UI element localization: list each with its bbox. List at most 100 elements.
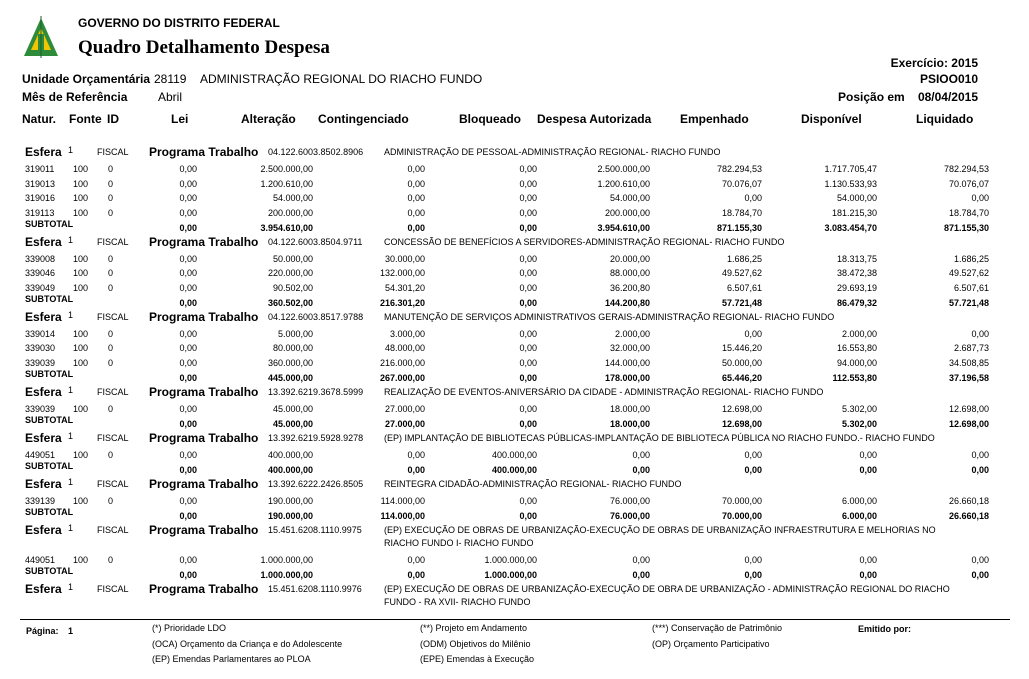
programa-code: 04.122.6003.8517.9788 [268, 311, 364, 322]
amount: 114.000,00 [380, 495, 425, 506]
amount: 0,00 [407, 164, 425, 174]
amount: 6.507,61 [953, 282, 989, 293]
subtotal-amount: 37.196,58 [948, 372, 989, 383]
id: 0 [108, 193, 114, 203]
subtotal-label: SUBTOTAL [25, 368, 74, 379]
amount: 32.000,00 [609, 343, 650, 353]
amount: 5.000,00 [277, 328, 313, 339]
amount: 0,00 [859, 554, 877, 565]
id: 0 [108, 357, 114, 368]
amount: 0,00 [407, 207, 425, 218]
subtotal-label: SUBTOTAL [25, 414, 74, 425]
subtotal-amount: 45.000,00 [272, 418, 313, 429]
amount: 34.508,85 [948, 357, 989, 368]
report-title: Quadro Detalhamento Despesa [78, 37, 330, 58]
fiscal: FISCAL [97, 236, 129, 247]
amount: 2.500.000,00 [260, 164, 313, 174]
subtotal-amount: 1.000.000,00 [484, 569, 537, 580]
amount: 0,00 [179, 164, 197, 174]
subtotal-amount: 57.721,48 [721, 297, 762, 308]
amount: 0,00 [744, 328, 762, 339]
subtotal-amount: 65.446,20 [721, 372, 762, 383]
amount: 54.000,00 [272, 193, 313, 203]
subtotal-amount: 190.000,00 [267, 510, 313, 521]
amount: 18.313,75 [836, 253, 877, 264]
esfera-label: Esfera [25, 476, 62, 491]
subtotal-amount: 0,00 [179, 418, 197, 429]
subtotal-amount: 0,00 [407, 222, 425, 233]
amount: 0,00 [519, 253, 537, 264]
subtotal-amount: 0,00 [859, 464, 877, 475]
subtotal-amount: 0,00 [744, 464, 762, 475]
amount: 15.446,20 [721, 343, 762, 353]
subtotal-amount: 871.155,30 [943, 222, 989, 233]
subtotal-amount: 114.000,00 [380, 510, 425, 521]
amount: 200.000,00 [267, 207, 313, 218]
programa-label: Programa Trabalho [149, 234, 259, 249]
amount: 0,00 [179, 403, 197, 414]
id: 0 [108, 268, 114, 278]
fonte: 100 [73, 253, 89, 264]
programa-name: RIACHO FUNDO I- RIACHO FUNDO [384, 537, 534, 548]
subtotal-amount: 360.502,00 [267, 297, 313, 308]
legend-note: (*) Prioridade LDO [152, 623, 227, 633]
amount: 18.784,70 [721, 207, 762, 218]
legend-note: (**) Projeto em Andamento [420, 623, 528, 633]
subtotal-label: SUBTOTAL [25, 565, 74, 576]
amount: 0,00 [519, 495, 537, 506]
amount: 70.000,00 [721, 495, 762, 506]
programa-label: Programa Trabalho [149, 384, 259, 399]
subtotal-amount: 26.660,18 [948, 510, 989, 521]
fonte: 100 [73, 164, 89, 174]
subtotal-amount: 0,00 [407, 464, 425, 475]
amount: 18.784,70 [948, 207, 989, 218]
esfera: 1 [68, 234, 74, 245]
unit-name: ADMINISTRAÇÃO REGIONAL DO RIACHO FUNDO [200, 72, 483, 86]
programa-code: 04.122.6003.8504.9711 [268, 236, 363, 247]
id: 0 [108, 449, 114, 460]
subtotal-label: SUBTOTAL [25, 506, 74, 517]
programa-name: (EP) EXECUÇÃO DE OBRAS DE URBANIZAÇÃO-EX… [384, 583, 950, 594]
amount: 0,00 [971, 449, 989, 460]
subtotal-amount: 0,00 [632, 464, 650, 475]
id: 0 [108, 178, 114, 189]
amount: 54.000,00 [609, 193, 650, 203]
amount: 0,00 [179, 357, 197, 368]
esfera: 1 [68, 384, 74, 395]
amount: 0,00 [407, 193, 425, 203]
programa-name: MANUTENÇÃO DE SERVIÇOS ADMINISTRATIVOS G… [384, 311, 835, 322]
amount: 0,00 [179, 449, 197, 460]
subtotal-amount: 0,00 [407, 569, 425, 580]
amount: 0,00 [179, 268, 197, 278]
column-header: Natur. [22, 112, 57, 126]
amount: 400.000,00 [267, 449, 313, 460]
programa-code: 15.451.6208.1110.9976 [268, 583, 362, 594]
id: 0 [108, 328, 114, 339]
fiscal: FISCAL [97, 386, 129, 397]
amount: 1.686,25 [953, 253, 989, 264]
amount: 1.130.533,93 [824, 178, 877, 189]
amount: 18.000,00 [609, 403, 650, 414]
amount: 6.000,00 [841, 495, 877, 506]
amount: 54.301,20 [384, 282, 425, 293]
amount: 50.000,00 [721, 357, 762, 368]
esfera: 1 [68, 430, 74, 441]
id: 0 [108, 282, 114, 293]
programa-name: REINTEGRA CIDADÃO-ADMINISTRAÇÃO REGIONAL… [384, 478, 682, 489]
programa-code: 04.122.6003.8502.8906 [268, 147, 364, 157]
amount: 132.000,00 [379, 268, 425, 278]
column-header: Fonte [69, 112, 102, 126]
amount: 0,00 [971, 554, 989, 565]
fiscal: FISCAL [97, 524, 129, 535]
fiscal: FISCAL [97, 147, 129, 157]
amount: 36.200,80 [609, 282, 650, 293]
amount: 88.000,00 [609, 268, 650, 278]
legend-note: (ODM) Objetivos do Milênio [420, 638, 531, 649]
amount: 0,00 [407, 449, 425, 460]
natureza: 339046 [25, 268, 56, 278]
esfera: 1 [68, 476, 74, 487]
programa-name: CONCESSÃO DE BENEFÍCIOS A SERVIDORES-ADM… [384, 236, 785, 247]
subtotal-amount: 0,00 [971, 464, 989, 475]
esfera-label: Esfera [25, 522, 62, 537]
